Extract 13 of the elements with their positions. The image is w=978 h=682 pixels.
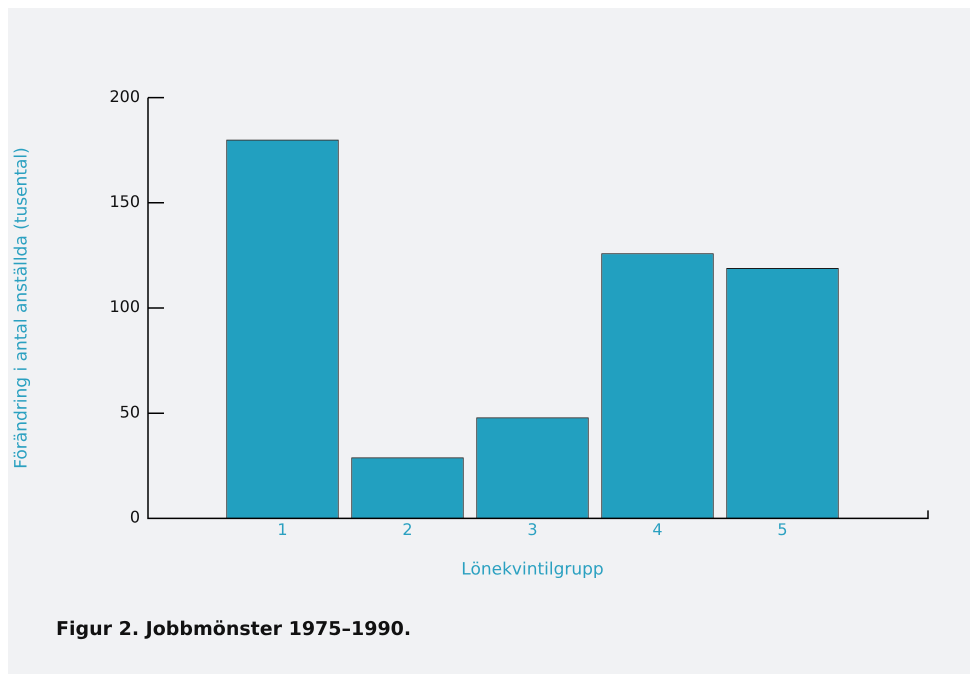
x-tick-label: 2 — [402, 520, 413, 540]
y-tick-label: 0 — [130, 508, 140, 527]
y-tick-label: 50 — [120, 402, 140, 422]
x-tick-label: 4 — [652, 520, 663, 540]
y-tick-label: 200 — [109, 86, 140, 106]
y-tick-label: 100 — [109, 297, 140, 316]
y-tick-label: 150 — [109, 192, 140, 211]
y-axis-title: Förändring i antal anställda (tusental) — [12, 147, 32, 469]
x-tick-label: 3 — [527, 520, 538, 540]
x-tick-label: 5 — [777, 520, 788, 540]
x-tick-label: 1 — [277, 520, 288, 540]
text: Figur 2. Jobbmönster 1975–1990. — [56, 618, 412, 640]
x-axis-title: Lönekvintilgrupp — [461, 560, 604, 580]
